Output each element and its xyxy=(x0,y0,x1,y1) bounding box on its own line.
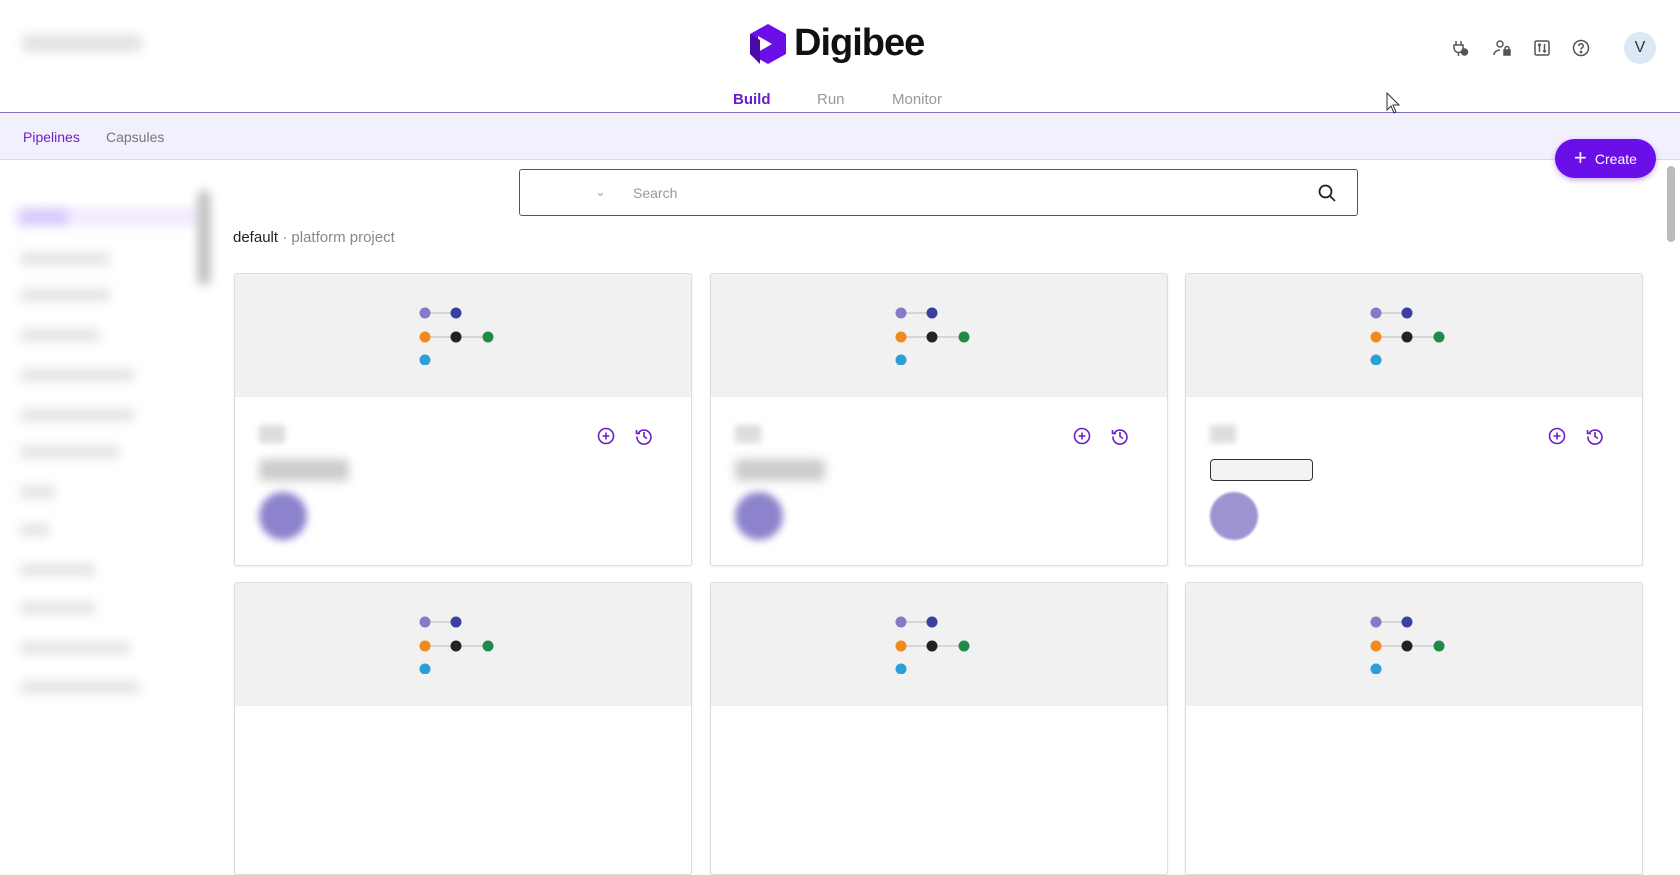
sidebar-item[interactable] xyxy=(20,563,95,577)
sidebar-item[interactable] xyxy=(20,680,140,694)
search-input[interactable] xyxy=(633,182,1233,204)
pipeline-flow-thumbnail xyxy=(1370,616,1445,674)
project-name: default xyxy=(233,229,279,246)
workspace-name xyxy=(22,34,142,52)
pipeline-flow-thumbnail xyxy=(1370,307,1445,365)
brand-name: Digibee xyxy=(794,22,925,64)
sidebar xyxy=(0,160,222,720)
digibee-logo-icon xyxy=(750,23,786,64)
sidebar-item[interactable] xyxy=(20,328,100,342)
history-button[interactable] xyxy=(1584,425,1606,447)
create-button[interactable]: + Create xyxy=(1555,139,1656,178)
pipeline-thumbnail[interactable] xyxy=(1186,274,1642,397)
history-icon xyxy=(1586,429,1603,445)
search-icon[interactable] xyxy=(1317,183,1337,208)
add-version-button[interactable] xyxy=(1546,425,1568,447)
sidebar-item[interactable] xyxy=(20,252,110,266)
pipeline-card[interactable] xyxy=(1185,273,1643,566)
history-icon xyxy=(1111,429,1128,445)
pipeline-thumbnail[interactable] xyxy=(711,274,1167,397)
pipeline-thumbnail[interactable] xyxy=(1186,583,1642,706)
sidebar-item[interactable] xyxy=(20,641,130,655)
tab-monitor[interactable]: Monitor xyxy=(892,91,943,108)
card-body xyxy=(1186,706,1642,874)
plug-icon[interactable] xyxy=(1448,36,1472,60)
sidebar-item[interactable] xyxy=(20,523,50,537)
owner-avatar xyxy=(259,492,307,540)
add-version-button[interactable] xyxy=(1071,425,1093,447)
sidebar-item[interactable] xyxy=(20,408,135,422)
digibee-logo: Digibee xyxy=(750,22,925,65)
pipeline-flow-thumbnail xyxy=(895,616,970,674)
pipeline-tag xyxy=(735,459,825,481)
tab-run[interactable]: Run xyxy=(817,91,845,108)
sidebar-item[interactable] xyxy=(20,288,110,302)
plus-circle-icon xyxy=(1073,427,1091,445)
card-body xyxy=(235,706,691,874)
pipeline-thumbnail[interactable] xyxy=(235,583,691,706)
subnav-capsules[interactable]: Capsules xyxy=(106,129,165,145)
pipeline-thumbnail[interactable] xyxy=(235,274,691,397)
pipeline-thumbnail[interactable] xyxy=(711,583,1167,706)
pipeline-card[interactable] xyxy=(1185,582,1643,875)
sidebar-scrollbar[interactable] xyxy=(198,190,210,285)
history-icon xyxy=(635,429,652,445)
project-description: platform project xyxy=(291,229,395,246)
owner-avatar xyxy=(1210,492,1258,540)
subnav-pipelines[interactable]: Pipelines xyxy=(23,129,80,145)
user-lock-icon[interactable] xyxy=(1490,36,1514,60)
pipeline-card[interactable] xyxy=(234,582,692,875)
create-label: Create xyxy=(1594,150,1637,167)
card-body xyxy=(1186,397,1642,565)
pipeline-flow-thumbnail xyxy=(419,616,494,674)
chevron-down-icon[interactable]: ⌄ xyxy=(595,184,606,199)
card-body xyxy=(711,706,1167,874)
owner-avatar xyxy=(735,492,783,540)
card-body xyxy=(711,397,1167,565)
add-version-button[interactable] xyxy=(595,425,617,447)
plus-circle-icon xyxy=(597,427,615,445)
help-icon[interactable] xyxy=(1569,36,1593,60)
plus-circle-icon xyxy=(1548,427,1566,445)
sidebar-item[interactable] xyxy=(20,368,135,382)
avatar[interactable]: V xyxy=(1624,32,1656,64)
pipeline-card[interactable] xyxy=(710,273,1168,566)
sidebar-item[interactable] xyxy=(20,210,68,224)
pipeline-flow-thumbnail xyxy=(419,307,494,365)
pipeline-name[interactable] xyxy=(1210,425,1236,443)
card-body xyxy=(235,397,691,565)
pipeline-card[interactable] xyxy=(234,273,692,566)
project-heading: default · platform project xyxy=(233,229,395,246)
pipeline-tag xyxy=(1210,459,1313,481)
tab-build[interactable]: Build xyxy=(733,91,771,108)
search-bar: ⌄ xyxy=(519,169,1358,216)
pipeline-flow-thumbnail xyxy=(895,307,970,365)
sidebar-item[interactable] xyxy=(20,601,95,615)
project-separator: · xyxy=(278,229,292,246)
sidebar-item[interactable] xyxy=(20,445,120,459)
pipeline-name[interactable] xyxy=(735,425,761,443)
history-button[interactable] xyxy=(633,425,655,447)
scrollbar-thumb[interactable] xyxy=(1667,166,1675,242)
pipeline-card[interactable] xyxy=(710,582,1168,875)
sliders-icon[interactable] xyxy=(1530,36,1554,60)
nav-divider xyxy=(0,112,1680,113)
plus-icon: + xyxy=(1574,144,1587,170)
history-button[interactable] xyxy=(1109,425,1131,447)
mouse-cursor-icon xyxy=(1386,92,1400,114)
sidebar-item[interactable] xyxy=(20,485,55,499)
subnav-bar xyxy=(0,113,1680,160)
pipeline-name[interactable] xyxy=(259,425,285,443)
pipeline-tag xyxy=(259,459,349,481)
